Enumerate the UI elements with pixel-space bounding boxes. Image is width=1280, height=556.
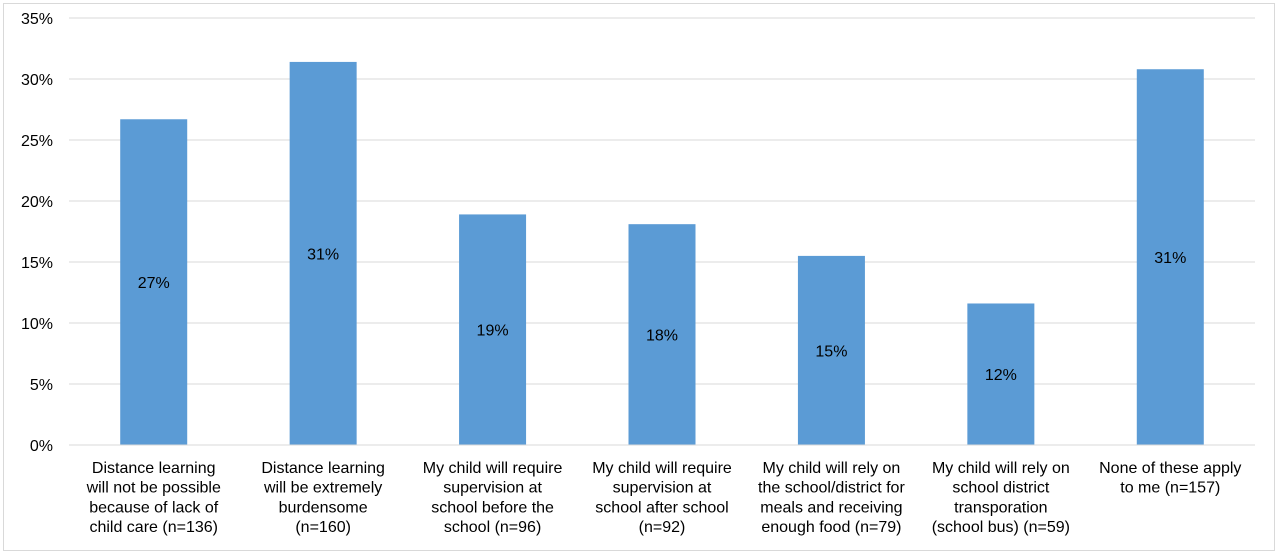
- bars: [120, 61, 1204, 446]
- x-category-label: My child will rely on the school/district…: [758, 460, 905, 536]
- x-category-label-line: child care (n=136): [89, 519, 218, 536]
- data-label: 31%: [307, 246, 339, 263]
- bar: [797, 255, 865, 445]
- chart-frame: [3, 3, 1275, 551]
- bar: [628, 224, 696, 445]
- x-category-label-line: (n=92): [639, 519, 686, 536]
- y-axis-tick-labels: 0% 5% 10% 15% 20% 25% 30% 35%: [21, 11, 53, 455]
- data-label: 19%: [477, 323, 509, 340]
- x-category-label: None of these apply to me (n=157): [1099, 460, 1241, 497]
- y-tick-label: 15%: [21, 255, 53, 272]
- x-category-label-line: Distance learning: [92, 460, 216, 477]
- bar: [967, 303, 1035, 445]
- data-label: 18%: [646, 328, 678, 345]
- x-category-label-line: My child will require: [592, 460, 732, 477]
- data-label: 12%: [985, 367, 1017, 384]
- x-category-label-line: school district: [952, 480, 1049, 497]
- gridlines: [69, 17, 1255, 385]
- bar: [289, 61, 357, 446]
- x-category-label-line: supervision at: [443, 480, 542, 497]
- x-category-label-line: transporation: [954, 499, 1047, 516]
- x-category-label-line: will not be possible: [86, 480, 221, 497]
- x-category-label-line: (school bus) (n=59): [932, 519, 1070, 536]
- bar: [459, 214, 527, 445]
- data-label: 15%: [815, 343, 847, 360]
- x-category-label-line: supervision at: [613, 480, 712, 497]
- x-category-label-line: burdensome: [279, 499, 368, 516]
- x-category-label-line: Distance learning: [261, 460, 385, 477]
- x-category-label-line: (n=160): [295, 519, 351, 536]
- x-category-label: My child will require supervision at schoo…: [423, 460, 563, 536]
- x-category-label: Distance learning will be extremely burden…: [261, 460, 385, 536]
- x-category-label-line: will be extremely: [263, 480, 382, 497]
- data-label: 27%: [138, 275, 170, 292]
- x-category-label: My child will require supervision at schoo…: [592, 460, 732, 536]
- x-category-label: Distance learning will not be possible bec…: [86, 460, 221, 536]
- y-tick-label: 30%: [21, 72, 53, 89]
- data-label: 31%: [1154, 250, 1186, 267]
- x-category-label-line: My child will require: [423, 460, 563, 477]
- x-category-label-line: because of lack of: [89, 499, 219, 516]
- data-labels: 27% 31% 19% 18% 15% 12% 31%: [138, 246, 1187, 384]
- bar: [120, 119, 188, 445]
- y-tick-label: 0%: [30, 438, 53, 455]
- x-category-label-line: school before the: [431, 499, 554, 516]
- x-axis-category-labels: Distance learning will not be possible bec…: [86, 460, 1242, 536]
- x-category-label-line: My child will rely on: [763, 460, 901, 477]
- x-category-label-line: school (n=96): [444, 519, 541, 536]
- x-category-label-line: meals and receiving: [760, 499, 902, 516]
- x-category-label-line: None of these apply: [1099, 460, 1241, 477]
- x-category-label-line: My child will rely on: [932, 460, 1070, 477]
- y-tick-label: 10%: [21, 316, 53, 333]
- bar: [1136, 69, 1204, 446]
- y-tick-label: 20%: [21, 194, 53, 211]
- x-category-label-line: the school/district for: [758, 480, 905, 497]
- y-tick-label: 35%: [21, 11, 53, 28]
- x-category-label-line: to me (n=157): [1120, 480, 1220, 497]
- y-tick-label: 25%: [21, 133, 53, 150]
- x-category-label-line: school after school: [595, 499, 728, 516]
- x-category-label: My child will rely on school district tran…: [932, 460, 1070, 536]
- x-category-label-line: enough food (n=79): [761, 519, 901, 536]
- y-tick-label: 5%: [30, 377, 53, 394]
